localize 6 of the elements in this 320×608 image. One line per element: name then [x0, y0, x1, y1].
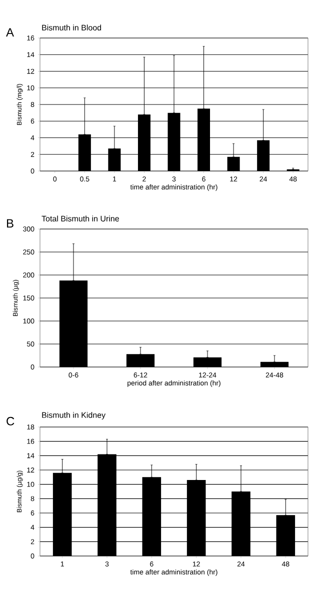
chart-title: Bismuth in Blood — [42, 24, 102, 30]
chart-title: Bismuth in Kidney — [42, 412, 106, 420]
text: B — [7, 219, 14, 228]
text: A — [6, 28, 14, 36]
text: C — [6, 416, 14, 426]
chart-title: Total Bismuth in Urine — [42, 216, 119, 222]
